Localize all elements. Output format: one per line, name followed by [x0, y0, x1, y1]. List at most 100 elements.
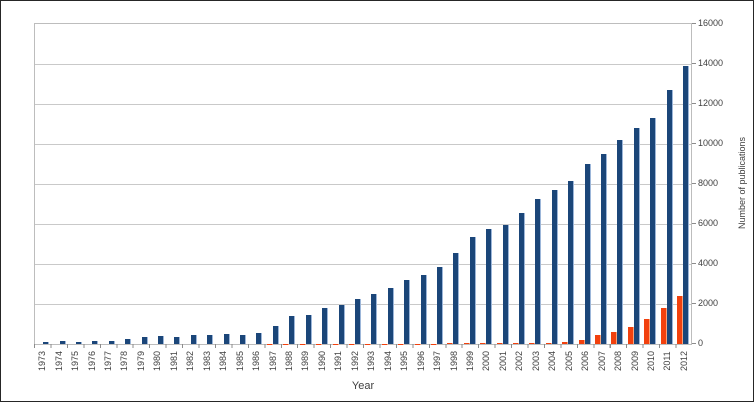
y-tick-label-2000: 2000	[698, 298, 719, 308]
bar-1982-blue	[190, 334, 197, 344]
gridline-4000	[35, 264, 691, 265]
y-tick-label-10000: 10000	[698, 138, 724, 148]
x-tick-label-2003: 2003	[530, 350, 541, 372]
x-tick-cell-1976: 1976	[83, 346, 99, 376]
x-tick-label-1989: 1989	[300, 350, 311, 372]
x-axis-ticks	[34, 344, 692, 348]
x-tick-cell-2002: 2002	[511, 346, 527, 376]
bar-1984-blue	[223, 334, 230, 344]
x-tick-cell-2005: 2005	[561, 346, 577, 376]
x-tick-label-2012: 2012	[678, 350, 689, 372]
cluster-1977	[101, 24, 117, 344]
x-tick-label-1996: 1996	[415, 350, 426, 372]
bar-1981-blue	[174, 336, 181, 344]
x-tick-cell-2003: 2003	[528, 346, 544, 376]
bar-2008-blue	[617, 140, 624, 344]
bar-1980-blue	[158, 336, 165, 344]
x-tick-label-1990: 1990	[316, 350, 327, 372]
bar-2002-blue	[518, 213, 525, 344]
bar-1974-blue	[59, 340, 66, 344]
x-tick-label-2009: 2009	[629, 350, 640, 372]
y-tick-label-14000: 14000	[698, 58, 724, 68]
x-tick-label-2000: 2000	[481, 350, 492, 372]
x-tick-label-2001: 2001	[497, 350, 508, 372]
x-tick-cell-1974: 1974	[50, 346, 66, 376]
x-tick-label-1995: 1995	[399, 350, 410, 372]
gridline-6000	[35, 224, 691, 225]
x-tick-cell-1988: 1988	[281, 346, 297, 376]
bar-1978-blue	[125, 339, 132, 344]
cluster-1987	[265, 24, 281, 344]
gridline-14000	[35, 64, 691, 65]
gridline-2000	[35, 304, 691, 305]
bar-2009-blue	[633, 128, 640, 344]
cluster-2007	[593, 24, 609, 344]
cluster-1983	[199, 24, 215, 344]
x-tick-label-1983: 1983	[201, 350, 212, 372]
bar-2006-red	[578, 339, 585, 344]
cluster-1979	[133, 24, 149, 344]
cluster-1995	[396, 24, 412, 344]
x-tick-cell-1989: 1989	[297, 346, 313, 376]
bar-1995-blue	[404, 279, 411, 344]
x-tick-cell-1979: 1979	[133, 346, 149, 376]
cluster-1994	[380, 24, 396, 344]
x-tick-label-1986: 1986	[251, 350, 262, 372]
x-tick-cell-1996: 1996	[412, 346, 428, 376]
cluster-1993	[363, 24, 379, 344]
bar-2005-blue	[568, 180, 575, 344]
cluster-1999	[462, 24, 478, 344]
y-tick-label-12000: 12000	[698, 98, 724, 108]
y-axis-title: Number of publications	[737, 136, 747, 230]
plot-area	[34, 23, 692, 345]
x-tick-cell-1991: 1991	[330, 346, 346, 376]
y-tick-label-4000: 4000	[698, 258, 719, 268]
bar-2007-red	[595, 335, 602, 344]
x-tick-label-1975: 1975	[70, 350, 81, 372]
bar-2010-red	[644, 319, 651, 344]
bar-1988-blue	[289, 315, 296, 344]
x-tick-cell-2008: 2008	[610, 346, 626, 376]
x-tick-cell-1990: 1990	[314, 346, 330, 376]
cluster-2002	[511, 24, 527, 344]
bar-2008-red	[611, 332, 618, 344]
x-tick-cell-2011: 2011	[659, 346, 675, 376]
x-tick-label-1987: 1987	[267, 350, 278, 372]
x-tick-cell-1981: 1981	[166, 346, 182, 376]
x-axis-title: Year	[351, 380, 375, 392]
x-tick-cell-1994: 1994	[380, 346, 396, 376]
cluster-1982	[183, 24, 199, 344]
x-tick-label-1974: 1974	[53, 350, 64, 372]
bar-2000-red	[480, 343, 487, 344]
bar-1997-red	[430, 343, 437, 344]
x-tick-cell-2009: 2009	[626, 346, 642, 376]
cluster-2008	[609, 24, 625, 344]
bars-container	[35, 24, 691, 344]
x-tick-label-2007: 2007	[596, 350, 607, 372]
cluster-2009	[626, 24, 642, 344]
bar-2007-blue	[601, 153, 608, 344]
gridline-10000	[35, 144, 691, 145]
bar-1976-blue	[92, 340, 99, 344]
x-tick-cell-1977: 1977	[100, 346, 116, 376]
bar-1986-blue	[256, 333, 263, 344]
x-tick-label-1981: 1981	[168, 350, 179, 372]
x-tick-cell-2001: 2001	[495, 346, 511, 376]
x-tick-cell-1993: 1993	[363, 346, 379, 376]
x-tick-label-1976: 1976	[86, 350, 97, 372]
cluster-1973	[35, 24, 51, 344]
cluster-1976	[84, 24, 100, 344]
x-tick-label-1979: 1979	[135, 350, 146, 372]
cluster-2006	[576, 24, 592, 344]
bar-2001-red	[496, 343, 503, 344]
x-tick-label-1980: 1980	[152, 350, 163, 372]
x-tick-cell-2012: 2012	[676, 346, 692, 376]
x-tick-label-1977: 1977	[103, 350, 114, 372]
x-tick-label-1982: 1982	[185, 350, 196, 372]
x-tick-label-1991: 1991	[333, 350, 344, 372]
bar-2009-red	[627, 326, 634, 344]
x-tick-label-1999: 1999	[465, 350, 475, 372]
y-tick-label-6000: 6000	[698, 218, 719, 228]
cluster-1985	[232, 24, 248, 344]
cluster-1978	[117, 24, 133, 344]
